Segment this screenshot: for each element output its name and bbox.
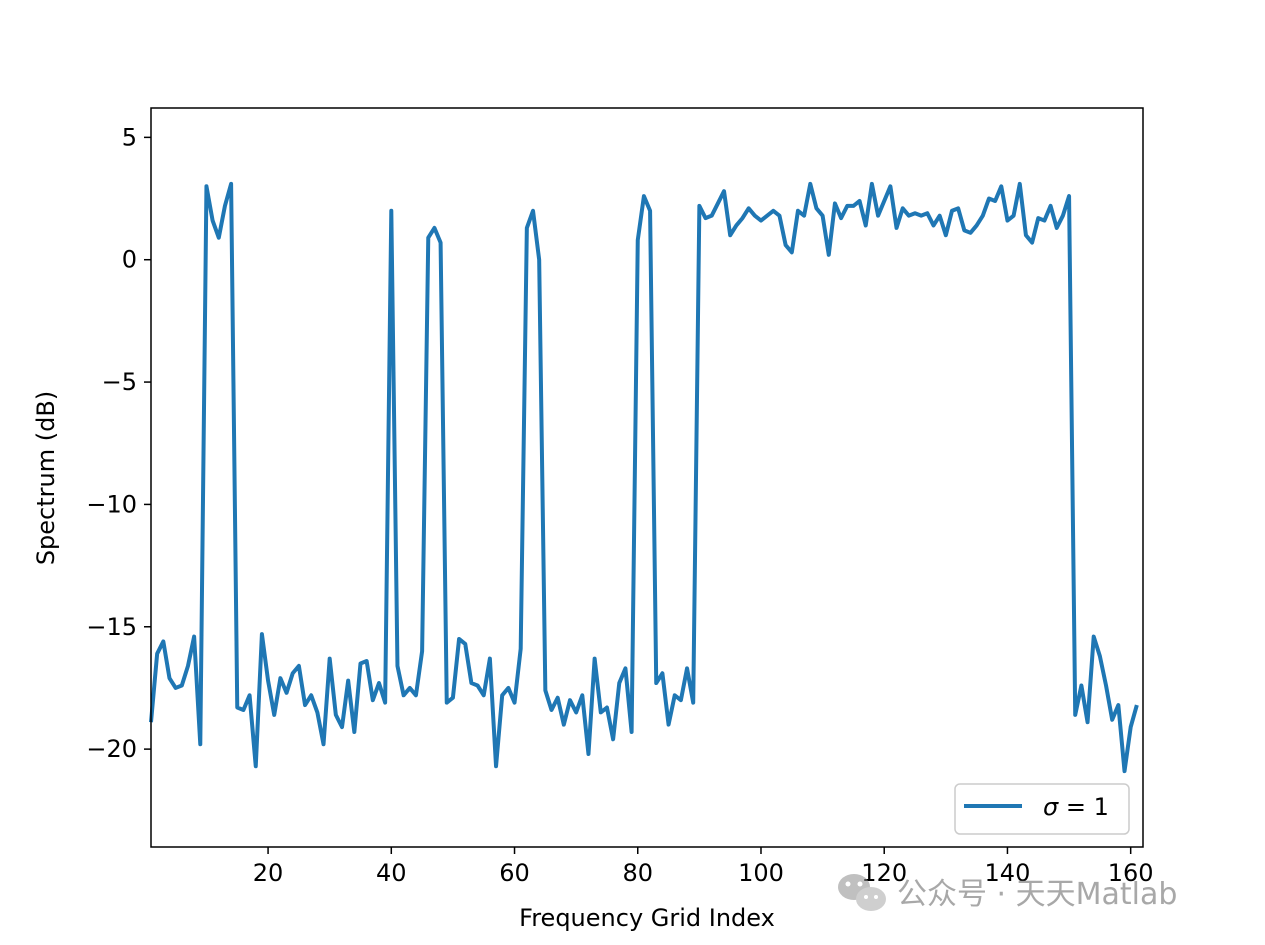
legend: σ = 1 (954, 783, 1130, 835)
series-layer (149, 181, 1139, 774)
wechat-icon (838, 874, 886, 911)
series-line-0 (149, 181, 1139, 774)
y-axis-ticks: 5 0 −5 −10 −15 −20 (86, 123, 151, 763)
y-tick-label: 0 (122, 246, 137, 274)
x-tick-label: 140 (985, 859, 1031, 887)
y-tick-label: −10 (86, 490, 137, 518)
legend-value-text: = 1 (1058, 793, 1109, 821)
y-tick-label: −5 (102, 368, 137, 396)
plot-frame (150, 107, 1144, 848)
x-axis-ticks: 20 40 60 80 100 120 140 160 (253, 847, 1154, 887)
x-tick-label: 80 (622, 859, 653, 887)
y-tick-label: −15 (86, 613, 137, 641)
legend-sigma-symbol: σ (1043, 793, 1059, 821)
watermark-text: 公众号 · 天天Matlab (897, 877, 1177, 912)
x-tick-label: 20 (253, 859, 284, 887)
x-tick-label: 120 (861, 859, 907, 887)
x-tick-label: 40 (376, 859, 407, 887)
legend-box (954, 783, 1130, 835)
x-tick-label: 60 (499, 859, 530, 887)
y-axis-label: Spectrum (dB) (32, 391, 60, 565)
watermark: 公众号 · 天天Matlab (838, 874, 1177, 912)
x-axis-label: Frequency Grid Index (519, 904, 775, 932)
y-tick-label: 5 (122, 123, 137, 151)
y-tick-label: −20 (86, 735, 137, 763)
x-tick-label: 160 (1108, 859, 1154, 887)
plot-background (151, 108, 1143, 847)
legend-label: σ = 1 (1043, 793, 1109, 821)
x-tick-label: 100 (738, 859, 784, 887)
